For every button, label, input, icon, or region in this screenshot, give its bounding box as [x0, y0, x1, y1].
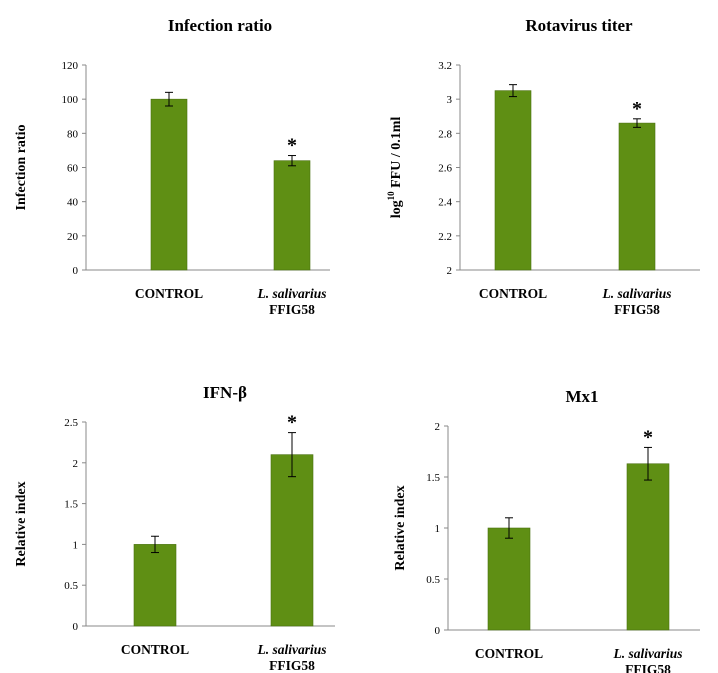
y-axis-label: Infection ratio — [14, 125, 29, 211]
x-category-label: FFIG58 — [614, 302, 660, 317]
significance-marker: * — [287, 412, 297, 434]
y-tick-label: 0 — [435, 625, 441, 637]
y-tick-label: 0 — [73, 265, 79, 277]
chart-ifn-beta: IFN-β Relative index 0 0.5 1 1.5 2 2.5 CONTROL * L… — [14, 383, 335, 673]
x-category-label: FFIG58 — [269, 302, 315, 317]
y-tick-label: 100 — [62, 94, 79, 106]
chart-title: Mx1 — [565, 387, 598, 406]
x-category-label: CONTROL — [475, 646, 543, 661]
x-category-label: L. salivarius — [256, 642, 326, 657]
y-tick-label: 2.6 — [438, 163, 452, 175]
bar — [270, 454, 314, 627]
y-tick-label: 2 — [447, 265, 453, 277]
y-tick-label: 2.8 — [438, 128, 452, 140]
y-tick-label: 3 — [447, 94, 453, 106]
y-tick-label: 2.5 — [64, 417, 78, 429]
y-axis-label: Relative index — [393, 485, 408, 570]
y-axis-label: Relative index — [14, 481, 29, 566]
x-category-label: CONTROL — [479, 286, 547, 301]
significance-marker: * — [287, 135, 297, 157]
y-tick-label: 2.4 — [438, 197, 452, 209]
chart-title: Rotavirus titer — [525, 16, 633, 35]
bar — [273, 160, 311, 271]
y-tick-label: 2 — [435, 421, 441, 433]
y-tick-label: 20 — [67, 231, 79, 243]
y-tick-label: 120 — [62, 60, 79, 72]
chart-title: Infection ratio — [168, 16, 272, 35]
y-tick-label: 0 — [73, 621, 79, 633]
chart-title: IFN-β — [203, 383, 247, 402]
chart-infection-ratio: Infection ratio Infection ratio 0 20 40 60 80 1… — [14, 16, 330, 317]
x-category-label: L. salivarius — [256, 286, 326, 301]
significance-marker: * — [632, 98, 642, 120]
y-tick-label: 3.2 — [438, 60, 452, 72]
y-tick-label: 0.5 — [426, 574, 440, 586]
bar — [494, 90, 532, 271]
y-axis-label: log10 FFU / 0.1ml — [386, 117, 404, 219]
bar — [133, 544, 177, 627]
y-tick-label: 0.5 — [64, 580, 78, 592]
bar — [626, 463, 670, 631]
y-tick-label: 1.5 — [64, 499, 78, 511]
y-tick-label: 60 — [67, 163, 79, 175]
x-category-label: FFIG58 — [269, 658, 315, 673]
y-tick-label: 2 — [73, 458, 79, 470]
chart-rotavirus-titer: Rotavirus titer log10 FFU / 0.1ml 2 2.2 2.4 2… — [386, 16, 700, 317]
significance-marker: * — [643, 426, 653, 448]
bar — [487, 527, 531, 631]
x-category-label: L. salivarius — [601, 286, 671, 301]
y-tick-label: 1 — [435, 523, 441, 535]
y-tick-label: 80 — [67, 128, 79, 140]
x-category-label: L. salivarius — [612, 646, 682, 661]
bar — [150, 98, 188, 271]
x-category-label: FFIG58 — [625, 662, 671, 673]
bar — [618, 122, 656, 271]
chart-mx1: Mx1 Relative index 0 0.5 1 1.5 2 CONTROL * L. sal… — [393, 387, 700, 673]
x-category-label: CONTROL — [135, 286, 203, 301]
y-tick-label: 1 — [73, 539, 79, 551]
y-tick-label: 2.2 — [438, 231, 452, 243]
y-tick-label: 40 — [67, 197, 79, 209]
x-category-label: CONTROL — [121, 642, 189, 657]
y-tick-label: 1.5 — [426, 472, 440, 484]
